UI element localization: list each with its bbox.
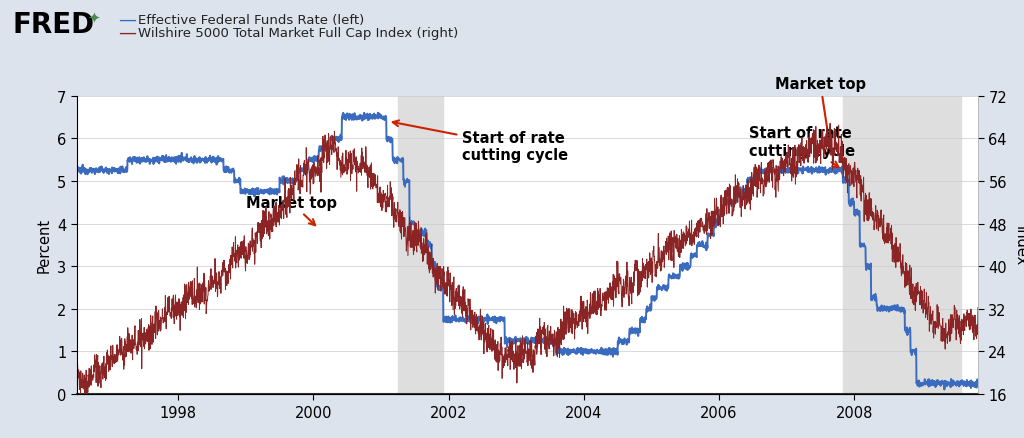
Text: —: —	[118, 11, 136, 29]
Y-axis label: Index: Index	[1013, 225, 1024, 265]
Text: —: —	[118, 24, 136, 42]
Bar	[843, 96, 961, 394]
Text: Effective Federal Funds Rate (left): Effective Federal Funds Rate (left)	[138, 14, 365, 27]
Text: Wilshire 5000 Total Market Full Cap Index (right): Wilshire 5000 Total Market Full Cap Inde…	[138, 27, 459, 40]
Text: Market top: Market top	[775, 77, 866, 155]
Text: ✦: ✦	[87, 11, 99, 26]
Text: FRED: FRED	[12, 11, 94, 39]
Text: Market top: Market top	[246, 195, 337, 226]
Text: Start of rate
cutting cycle: Start of rate cutting cycle	[393, 121, 568, 163]
Text: Start of rate
cutting cycle: Start of rate cutting cycle	[750, 126, 856, 168]
Y-axis label: Percent: Percent	[37, 218, 51, 273]
Bar	[398, 96, 443, 394]
